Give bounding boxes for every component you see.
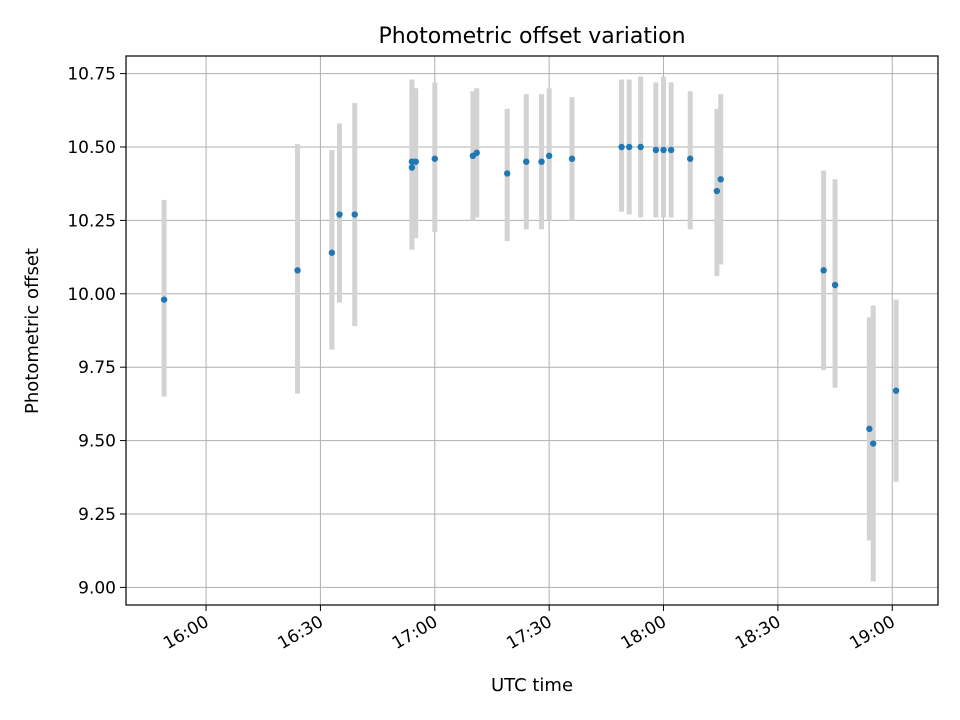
data-point: [294, 267, 301, 274]
y-tick-label: 9.75: [78, 358, 116, 378]
y-tick-label: 10.25: [67, 211, 116, 231]
data-point: [713, 187, 721, 195]
data-point: [473, 149, 480, 157]
data-point: [660, 146, 667, 154]
chart-title: Photometric offset variation: [378, 24, 685, 49]
data-point: [545, 152, 553, 160]
data-point: [637, 143, 644, 151]
data-point: [351, 211, 358, 218]
data-point: [538, 158, 545, 165]
data-point: [328, 249, 336, 256]
data-point: [869, 440, 877, 447]
data-point: [892, 387, 900, 394]
data-point: [717, 176, 724, 183]
y-tick-label: 10.75: [67, 65, 116, 85]
data-point: [831, 281, 839, 289]
data-point: [618, 143, 625, 151]
data-point: [412, 158, 419, 165]
data-point: [504, 170, 511, 177]
x-axis-label: UTC time: [491, 675, 573, 696]
data-point: [336, 211, 343, 218]
data-point: [431, 155, 438, 162]
data-point: [568, 155, 576, 162]
y-tick-label: 10.50: [67, 138, 116, 158]
y-tick-label: 9.50: [78, 432, 116, 452]
y-axis-label: Photometric offset: [22, 248, 43, 414]
data-point: [687, 155, 694, 162]
data-points: [160, 143, 900, 447]
y-tick-label: 10.00: [67, 285, 116, 305]
grid: [126, 56, 938, 605]
data-point: [626, 143, 633, 151]
plot-frame: [125, 55, 939, 606]
data-point: [408, 164, 416, 171]
data-point: [667, 146, 675, 154]
data-point: [866, 425, 873, 433]
y-tick-label: 9.25: [78, 505, 116, 525]
y-tick-label: 9.00: [78, 578, 116, 598]
data-point: [652, 146, 660, 154]
data-point: [523, 158, 530, 165]
data-point: [160, 296, 168, 303]
y-axis-ticks: 9.00 9.25 9.50 9.75 10.00 10.25 10.50 10.75: [67, 65, 126, 598]
data-point: [820, 267, 827, 274]
